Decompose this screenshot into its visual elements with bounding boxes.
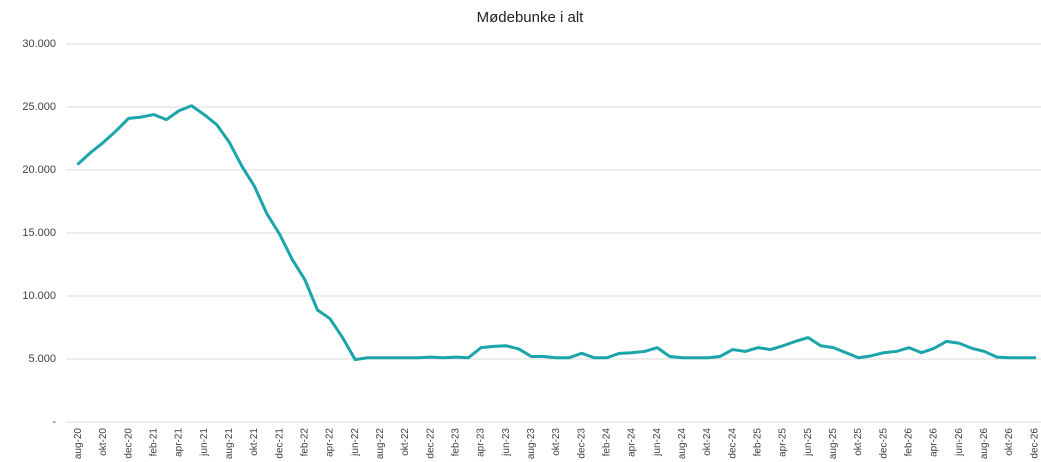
- x-tick-label: apr-24: [627, 428, 638, 457]
- y-tick-label: 20.000: [22, 164, 56, 176]
- x-tick-label: dec-22: [425, 428, 436, 459]
- y-tick-label: 5.000: [28, 353, 56, 365]
- x-tick-label: okt-20: [98, 428, 109, 456]
- x-tick-label: okt-21: [249, 428, 260, 456]
- x-tick-label: aug-25: [828, 428, 839, 460]
- x-tick-label: feb-21: [148, 428, 159, 457]
- y-tick-label: 15.000: [22, 227, 56, 239]
- x-tick-label: dec-24: [727, 428, 738, 459]
- x-tick-label: feb-24: [601, 428, 612, 457]
- x-tick-label: jun-21: [199, 428, 210, 457]
- x-tick-label: apr-25: [778, 428, 789, 457]
- x-tick-label: feb-22: [299, 428, 310, 457]
- chart-title: Mødebunke i alt: [477, 9, 585, 26]
- x-tick-label: feb-26: [904, 428, 915, 457]
- x-tick-label: jun-25: [803, 428, 814, 457]
- x-tick-label: feb-23: [450, 428, 461, 457]
- x-tick-label: okt-25: [853, 428, 864, 456]
- x-tick-label: jun-22: [350, 428, 361, 457]
- x-tick-label: apr-26: [929, 428, 940, 457]
- x-tick-label: okt-22: [400, 428, 411, 456]
- x-tick-label: dec-26: [1029, 428, 1040, 459]
- x-tick-label: aug-24: [677, 428, 688, 460]
- x-tick-label: aug-21: [224, 428, 235, 460]
- x-tick-label: apr-21: [174, 428, 185, 457]
- x-tick-label: apr-22: [325, 428, 336, 457]
- x-tick-label: aug-22: [375, 428, 386, 460]
- x-tick-label: jun-26: [954, 428, 965, 457]
- x-tick-label: okt-23: [551, 428, 562, 456]
- x-tick-label: aug-26: [979, 428, 990, 460]
- y-tick-label: 25.000: [22, 101, 56, 113]
- x-tick-label: jun-23: [501, 428, 512, 457]
- line: [76, 104, 1037, 362]
- x-tick-label: jun-24: [652, 428, 663, 457]
- x-tick-label: okt-24: [702, 428, 713, 456]
- x-tick-label: feb-25: [752, 428, 763, 457]
- x-tick-label: okt-26: [1004, 428, 1015, 456]
- x-tick-label: dec-23: [576, 428, 587, 459]
- y-tick-label: 30.000: [22, 38, 56, 50]
- y-tick-label: -: [52, 416, 56, 428]
- x-tick-label: aug-20: [73, 428, 84, 460]
- x-tick-label: apr-23: [476, 428, 487, 457]
- x-tick-label: aug-23: [526, 428, 537, 460]
- x-tick-label: dec-20: [123, 428, 134, 459]
- x-tick-label: dec-25: [878, 428, 889, 459]
- x-tick-label: dec-21: [274, 428, 285, 459]
- y-tick-label: 10.000: [22, 290, 56, 302]
